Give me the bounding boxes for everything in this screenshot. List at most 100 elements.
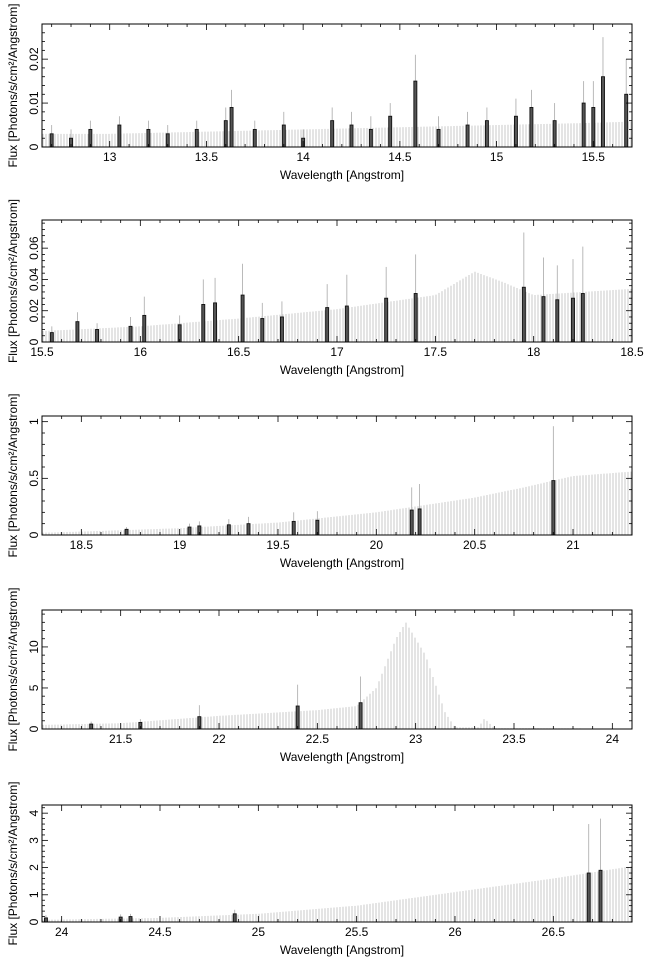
data-bar (484, 120, 489, 148)
y-tick-label: 0.5 (27, 470, 41, 487)
x-tick-label: 24 (55, 925, 69, 939)
x-tick-label: 23 (409, 732, 423, 746)
chart-panel-2: 15.5 16 16.5 17 17.5 18 18.5 0 0.02 0.04 0.06 Wavel… (6, 199, 644, 377)
plot-frame (41, 804, 633, 923)
data-bar (586, 872, 591, 923)
x-tick-label: 22.5 (306, 732, 330, 746)
model-spectrum (42, 471, 632, 535)
x-tick-label: 19.5 (266, 538, 290, 552)
x-tick-label: 13.5 (195, 150, 219, 164)
data-bar (581, 102, 586, 148)
data-bar (260, 318, 265, 343)
data-bar (580, 293, 585, 343)
x-tick-label: 17 (330, 345, 344, 359)
y-tick-label: 3 (27, 837, 41, 844)
y-tick-label: 0 (27, 338, 41, 345)
data-bar (388, 115, 393, 148)
data-bar (541, 296, 546, 343)
x-tick-label: 17.5 (424, 345, 448, 359)
data-bar (124, 528, 129, 536)
data-bar (601, 76, 605, 148)
data-bar (571, 297, 575, 343)
x-tick-label: 15 (490, 150, 504, 164)
data-bar (529, 107, 534, 148)
data-bar (325, 307, 330, 343)
data-bar (281, 124, 286, 148)
data-bar (128, 325, 133, 343)
data-bar (142, 314, 147, 343)
x-tick-label: 21.5 (109, 732, 133, 746)
x-tick-label: 20 (370, 538, 384, 552)
data-bar (229, 107, 234, 148)
data-bar (128, 916, 133, 923)
model-spectrum (42, 121, 632, 147)
data-bar (368, 128, 373, 148)
y-tick-label: 1 (27, 418, 41, 425)
y-tick-label: 0.01 (27, 91, 41, 115)
x-tick-label: 13 (103, 150, 117, 164)
data-bar (409, 509, 414, 536)
data-bar (89, 723, 94, 730)
x-tick-label: 16 (134, 345, 148, 359)
data-bar (194, 128, 199, 148)
data-bar (513, 115, 518, 148)
x-axis-title: Wavelength [Angstrom] (280, 556, 404, 570)
data-bar (246, 523, 251, 536)
data-bar (358, 702, 363, 730)
x-tick-label: 26.5 (542, 925, 566, 939)
data-bar (555, 299, 560, 343)
data-bar (344, 305, 349, 343)
x-tick-label: 18 (527, 345, 541, 359)
data-bar (552, 120, 557, 148)
data-bar (349, 124, 354, 148)
x-axis-title: Wavelength [Angstrom] (280, 750, 404, 764)
y-tick-label: 0 (27, 143, 41, 150)
x-axis-title: Wavelength [Angstrom] (280, 363, 404, 377)
y-tick-label: 5 (27, 684, 41, 691)
x-tick-label: 25.5 (345, 925, 369, 939)
data-bar (232, 913, 237, 923)
y-tick-label: 0.06 (27, 236, 41, 260)
data-bar (43, 917, 48, 923)
x-tick-label: 18.5 (620, 345, 644, 359)
x-tick-label: 20.5 (463, 538, 487, 552)
y-axis-title: Flux [Photons/s/cm²/Angstrom] (6, 199, 20, 363)
y-axis-title: Flux [Photons/s/cm²/Angstrom] (6, 587, 20, 751)
y-tick-label: 2 (27, 864, 41, 871)
data-bar (295, 705, 300, 730)
y-tick-label: 0 (27, 531, 41, 538)
data-bar (252, 128, 257, 148)
y-tick-label: 1 (27, 891, 41, 898)
data-bar (330, 120, 335, 148)
data-bar (117, 124, 122, 148)
chart-panel-1: 13 13.5 14 14.5 15 15.5 0 0.01 0.02 Wavelength [A… (6, 3, 633, 182)
chart-panel-5: 24 24.5 25 25.5 26 26.5 0 1 2 3 4 Wavelength [Angst… (6, 781, 633, 957)
data-bar (384, 297, 389, 343)
x-tick-label: 15.5 (30, 345, 54, 359)
x-tick-label: 15.5 (582, 150, 606, 164)
data-bar (95, 329, 100, 343)
data-bar (413, 80, 418, 148)
model-spectrum (42, 866, 632, 922)
x-tick-label: 26 (448, 925, 462, 939)
data-bar (291, 520, 296, 536)
y-tick-label: 0 (27, 725, 41, 732)
data-bar (417, 508, 422, 536)
x-tick-label: 23.5 (502, 732, 526, 746)
y-tick-label: 4 (27, 810, 41, 817)
y-tick-label: 0.02 (27, 299, 41, 323)
x-tick-label: 19 (173, 538, 187, 552)
x-tick-label: 24 (606, 732, 620, 746)
x-axis-title: Wavelength [Angstrom] (280, 168, 404, 182)
data-bar (201, 304, 206, 343)
x-tick-label: 25 (252, 925, 266, 939)
data-bar (240, 294, 245, 343)
chart-panel-3: 18.5 19 19.5 20 20.5 21 0 0.5 1 Wavelength [Angst… (6, 393, 633, 570)
data-bar (187, 526, 192, 536)
x-tick-label: 18.5 (70, 538, 94, 552)
data-bar (213, 302, 218, 343)
data-bar (465, 124, 470, 148)
data-bar (521, 286, 526, 343)
data-bar (624, 93, 629, 148)
